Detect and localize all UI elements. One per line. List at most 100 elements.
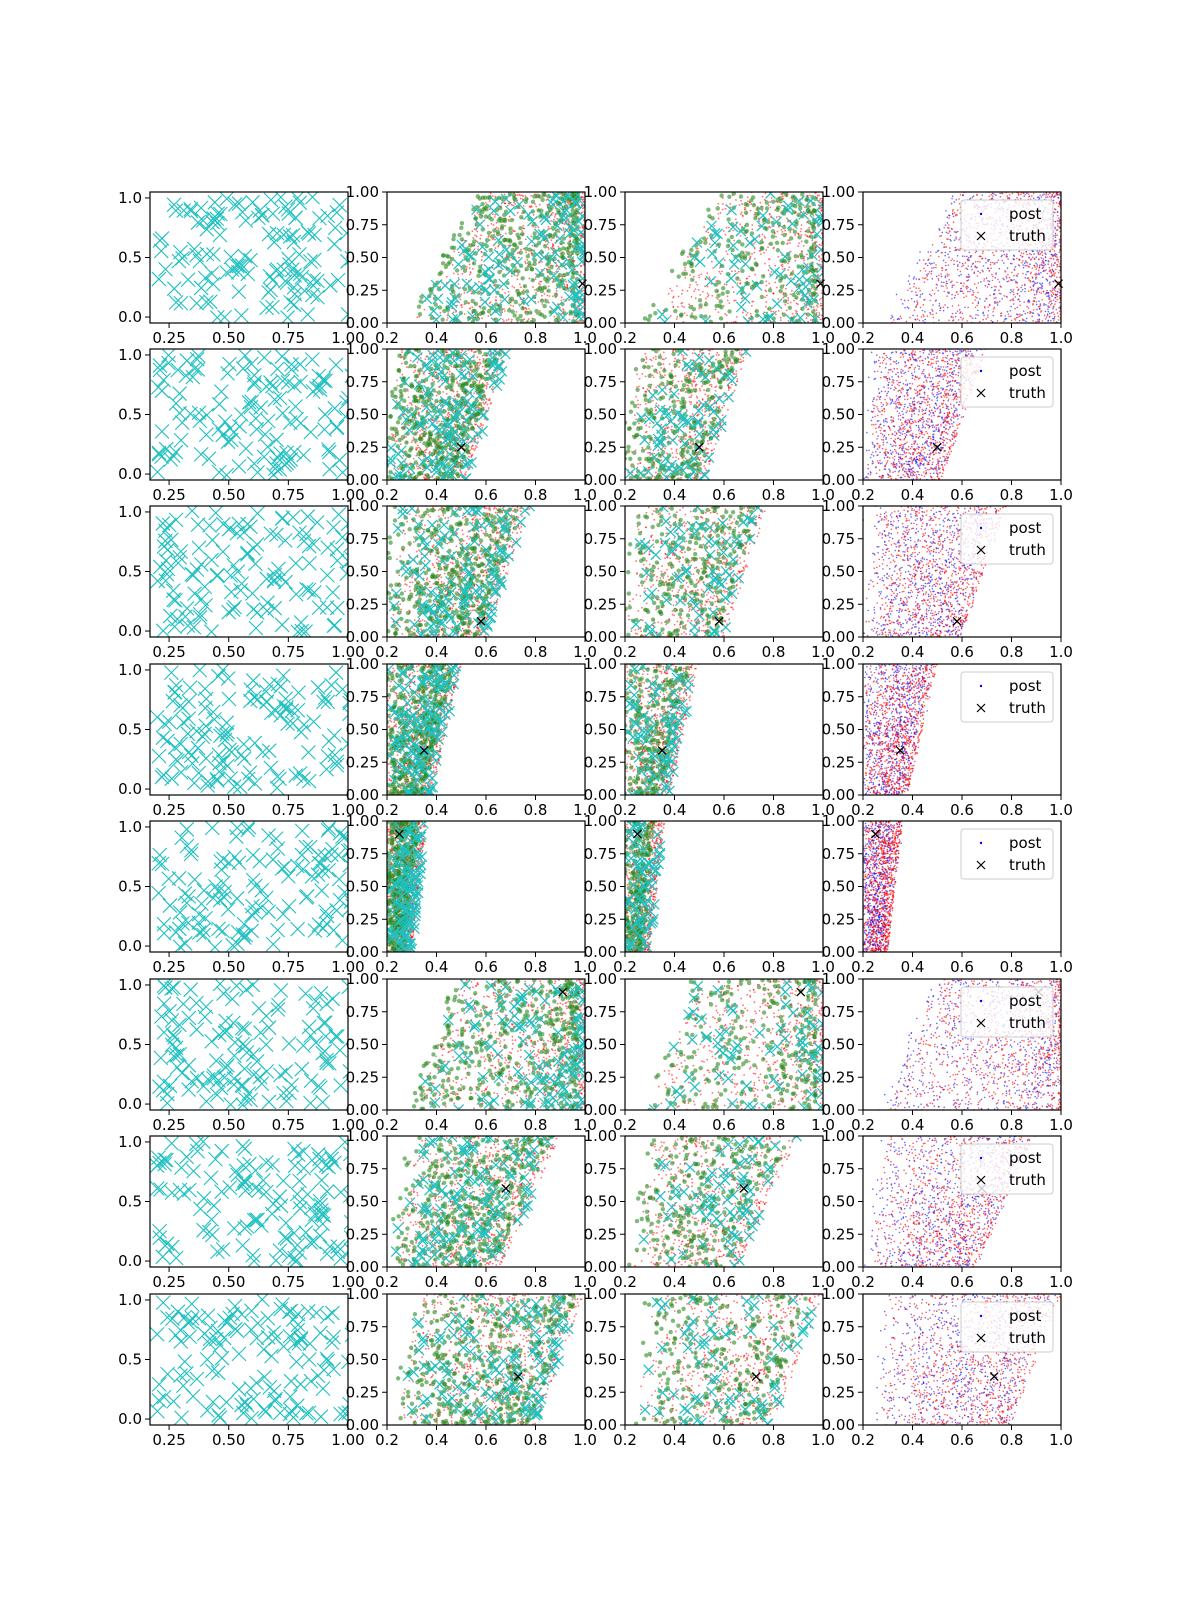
prior-sample-marker [309, 380, 324, 396]
prior-sample-marker [205, 247, 221, 262]
green-sample-point [446, 254, 451, 259]
prior-sample-marker [190, 362, 206, 377]
red-sample-point [446, 413, 449, 416]
red-sample-point [792, 270, 794, 272]
post-blue-point [933, 262, 935, 264]
legend-box [960, 199, 1054, 251]
red-sample-point [751, 320, 753, 323]
cyan-sample-marker [726, 204, 737, 216]
green-sample-point [669, 268, 675, 274]
red-sample-point [439, 311, 442, 314]
green-sample-point [495, 231, 501, 237]
legend-truth-marker [976, 231, 986, 241]
prior-sample-marker [250, 465, 265, 480]
cyan-sample-marker [552, 220, 563, 232]
green-sample-point [547, 254, 553, 259]
x-tick-label: 0.75 [272, 329, 305, 347]
red-sample-point [421, 370, 424, 372]
post-red-point [995, 250, 997, 252]
cyan-sample-marker [432, 293, 444, 305]
red-sample-point [753, 213, 756, 216]
post-blue-point [1025, 317, 1028, 320]
post-red-point [982, 250, 984, 253]
post-red-point [942, 306, 945, 309]
post-red-point [1048, 298, 1051, 301]
green-sample-point [458, 310, 464, 316]
green-sample-point [739, 250, 745, 255]
cyan-sample-marker [800, 281, 812, 293]
prior-sample-marker [151, 445, 167, 461]
red-sample-point [539, 283, 541, 286]
green-sample-point [809, 301, 814, 306]
red-sample-point [724, 233, 727, 236]
red-sample-point [749, 312, 752, 315]
green-sample-point [489, 234, 495, 239]
post-red-point [955, 291, 958, 294]
post-blue-point [1040, 271, 1042, 274]
post-red-point [929, 313, 932, 315]
cyan-sample-marker [466, 282, 477, 294]
red-sample-point [750, 304, 753, 307]
red-sample-point [795, 310, 798, 313]
red-sample-point [550, 239, 553, 241]
post-red-point [1053, 195, 1056, 198]
red-sample-point [491, 238, 494, 241]
green-sample-point [725, 289, 730, 295]
post-red-point [1043, 314, 1046, 317]
red-sample-point [723, 283, 726, 286]
post-red-point [975, 313, 977, 316]
red-sample-point [485, 201, 487, 204]
post-red-point [1033, 264, 1036, 267]
red-sample-point [489, 192, 492, 195]
post-red-point [1037, 269, 1040, 272]
post-red-point [997, 278, 999, 281]
prior-sample-marker [178, 368, 194, 384]
red-sample-point [820, 209, 823, 211]
cyan-sample-marker [656, 308, 668, 320]
post-red-point [962, 292, 965, 295]
x-tick-label: 0.6 [474, 329, 498, 347]
green-sample-point [753, 261, 758, 266]
red-sample-point [787, 297, 790, 299]
post-blue-point [906, 306, 909, 308]
post-red-point [952, 316, 954, 319]
green-sample-point [570, 250, 575, 255]
post-red-point [935, 287, 938, 289]
red-sample-point [433, 478, 436, 480]
green-sample-point [539, 312, 545, 318]
post-blue-point [1001, 254, 1003, 257]
red-sample-point [545, 268, 548, 270]
green-sample-point [778, 289, 783, 294]
red-sample-point [497, 227, 500, 230]
post-red-point [977, 282, 980, 284]
red-sample-point [547, 248, 550, 251]
green-sample-point [466, 231, 471, 236]
post-red-point [1013, 274, 1015, 277]
post-red-point [982, 270, 984, 273]
post-blue-point [977, 301, 980, 303]
cyan-sample-marker [537, 229, 549, 240]
post-red-point [1031, 267, 1034, 269]
green-sample-point [809, 254, 814, 260]
green-sample-point [727, 309, 732, 314]
post-blue-point [924, 318, 927, 321]
red-sample-point [552, 295, 554, 298]
post-red-point [931, 244, 934, 246]
post-blue-point [1045, 253, 1047, 256]
red-sample-point [516, 278, 519, 281]
red-sample-point [790, 277, 792, 280]
prior-sample-marker [154, 424, 170, 439]
post-blue-point [1006, 280, 1009, 283]
prior-sample-marker [219, 192, 235, 207]
post-blue-point [946, 291, 949, 293]
red-sample-point [812, 214, 815, 217]
red-sample-point [457, 283, 460, 285]
post-red-point [976, 275, 979, 277]
cyan-sample-marker [572, 192, 584, 201]
y-tick-label: 0.0 [118, 308, 142, 326]
red-sample-point [789, 231, 792, 234]
post-red-point [1049, 284, 1051, 286]
post-red-point [1039, 305, 1041, 308]
red-sample-point [513, 201, 516, 204]
cyan-sample-marker [694, 256, 706, 268]
